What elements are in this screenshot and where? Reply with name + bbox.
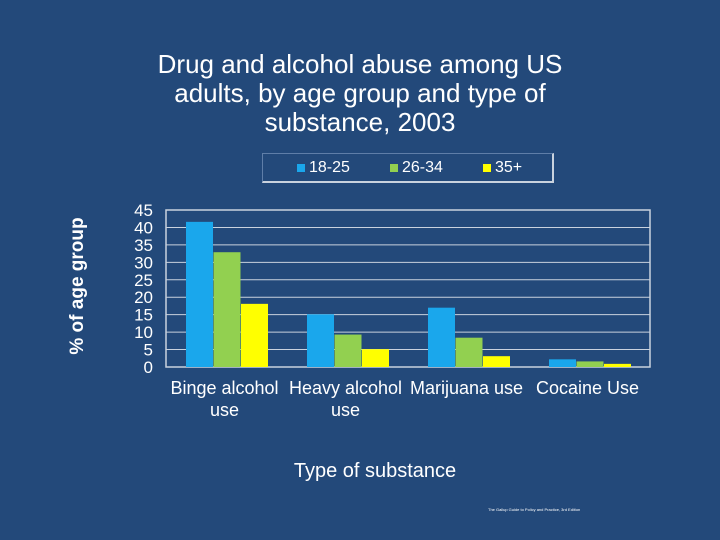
- y-tick-label-5: 5: [144, 341, 153, 360]
- bar-26-34-cat-1: [334, 334, 362, 367]
- y-tick-label-10: 10: [134, 323, 153, 342]
- bar-18-25-cat-1: [307, 314, 334, 367]
- bar-35plus-cat-1: [362, 349, 389, 367]
- bar-18-25-cat-2: [428, 307, 455, 367]
- x-category-label-2-line-0: Marijuana use: [410, 378, 523, 398]
- y-tick-label-15: 15: [134, 306, 153, 325]
- chart-title: Drug and alcohol abuse among US adults, …: [80, 50, 640, 137]
- bar-35plus-cat-2: [483, 356, 510, 367]
- x-category-label-0-line-1: use: [210, 400, 239, 420]
- x-category-label-3-line-0: Cocaine Use: [536, 378, 639, 398]
- y-tick-label-0: 0: [144, 358, 153, 377]
- x-category-label-1-line-1: use: [331, 400, 360, 420]
- x-category-label-1-line-0: Heavy alcohol: [289, 378, 402, 398]
- y-tick-label-35: 35: [134, 236, 153, 255]
- legend-label-26-34: 26-34: [402, 159, 443, 176]
- y-tick-label-20: 20: [134, 288, 153, 307]
- x-axis-label: Type of substance: [293, 460, 457, 482]
- y-tick-label-30: 30: [134, 253, 153, 272]
- legend-label-18-25: 18-25: [309, 159, 350, 176]
- legend-entry-35plus: 35+: [483, 158, 522, 178]
- legend-entry-18-25: 18-25: [297, 158, 350, 178]
- bar-18-25-cat-3: [549, 359, 576, 367]
- bar-26-34-cat-2: [455, 337, 483, 367]
- legend-entry-26-34: 26-34: [390, 158, 443, 178]
- bar-35plus-cat-3: [604, 363, 631, 367]
- y-tick-label-25: 25: [134, 271, 153, 290]
- bar-26-34-cat-3: [576, 361, 604, 367]
- bar-26-34-cat-0: [213, 252, 241, 367]
- source-credit: The Gallup Guide to Policy and Practice,…: [488, 507, 581, 512]
- x-category-label-0-line-0: Binge alcohol: [170, 378, 278, 398]
- chart-title-line-3: substance, 2003: [264, 107, 456, 137]
- legend-swatch-35plus: [483, 164, 491, 172]
- chart-legend: 18-25 26-34 35+: [262, 153, 554, 183]
- bar-18-25-cat-0: [186, 221, 213, 367]
- bar-35plus-cat-0: [241, 303, 268, 367]
- chart-title-line-2: adults, by age group and type of: [174, 78, 546, 108]
- y-tick-label-45: 45: [134, 201, 153, 220]
- legend-swatch-26-34: [390, 164, 398, 172]
- plot-area: [165, 209, 651, 368]
- chart-title-line-1: Drug and alcohol abuse among US: [157, 49, 563, 79]
- y-tick-label-40: 40: [134, 218, 153, 237]
- legend-label-35plus: 35+: [495, 159, 523, 176]
- legend-swatch-18-25: [297, 164, 305, 172]
